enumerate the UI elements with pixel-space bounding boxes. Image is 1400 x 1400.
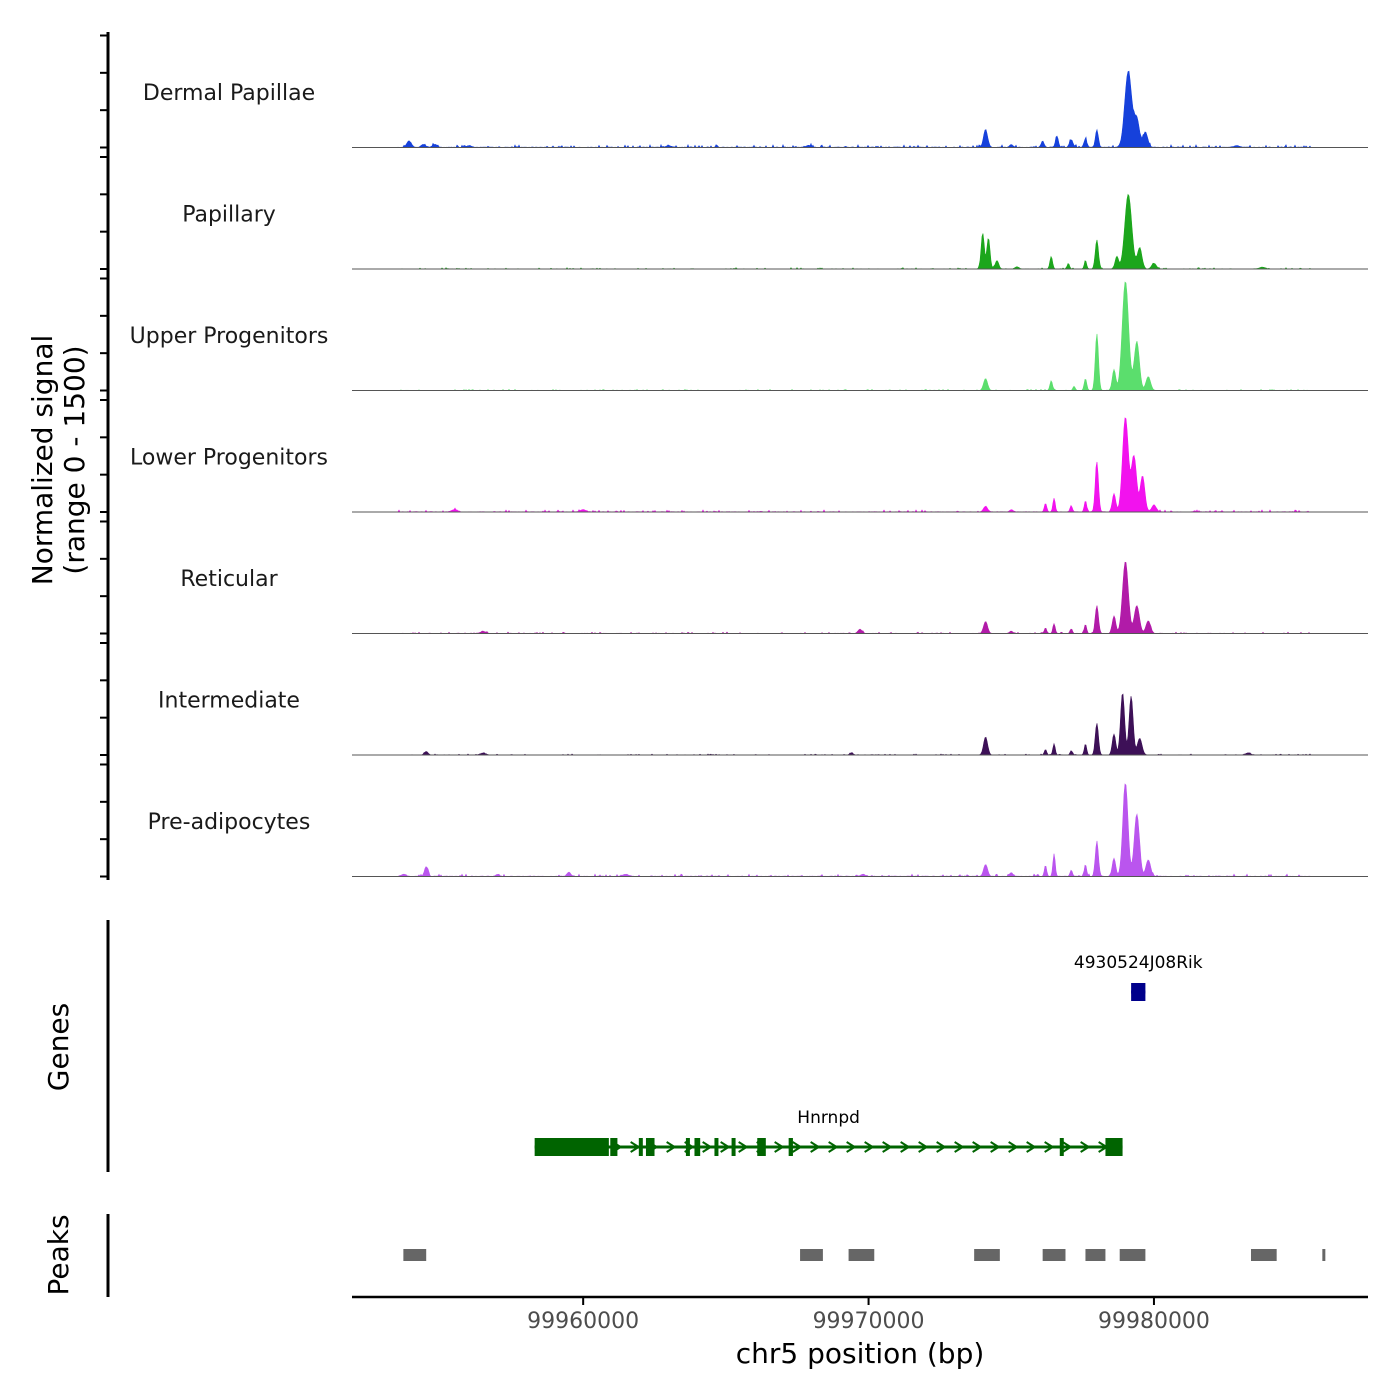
strand-arrow: [846, 1141, 857, 1153]
peak-region: [403, 1249, 427, 1261]
strand-arrow: [792, 1141, 803, 1153]
strand-arrow: [882, 1141, 893, 1153]
strand-arrow: [954, 1141, 965, 1153]
peak-region: [974, 1249, 1000, 1261]
track-dermal-papillae: Dermal Papillae: [143, 70, 1368, 149]
track-reticular: Reticular: [180, 561, 1368, 634]
strand-arrow: [810, 1141, 821, 1153]
signal-area: [352, 693, 1368, 756]
track-label: Upper Progenitors: [130, 324, 329, 349]
gene-exon: [757, 1138, 766, 1156]
gene-annotations: 4930524J08Rik Hnrnpd: [534, 953, 1203, 1156]
peak-region: [1119, 1249, 1146, 1261]
x-tick-label: 99980000: [1098, 1309, 1210, 1334]
strand-arrow: [738, 1141, 749, 1153]
signal-area: [352, 70, 1368, 149]
gene-exon: [1105, 1138, 1123, 1156]
track-papillary: Papillary: [182, 193, 1368, 270]
x-axis-title: chr5 position (bp): [736, 1337, 985, 1370]
genes-panel-label: Genes: [42, 1003, 75, 1091]
strand-arrow: [1044, 1141, 1055, 1153]
strand-arrow: [990, 1141, 1001, 1153]
track-label: Papillary: [182, 203, 276, 228]
gene-exon: [731, 1138, 736, 1156]
strand-arrow: [918, 1141, 929, 1153]
strand-arrow: [666, 1141, 677, 1153]
gene-exon: [534, 1138, 609, 1156]
peak-region: [1042, 1249, 1066, 1261]
gene-exon: [1131, 983, 1146, 1001]
coverage-y-ticks: [100, 34, 108, 878]
gene-exon: [638, 1138, 643, 1156]
coverage-tracks: Dermal Papillae Papillary Upper Progenitor…: [130, 70, 1368, 878]
peaks-panel-label: Peaks: [42, 1214, 75, 1295]
y-axis-title: Normalized signal: [26, 335, 59, 586]
strand-arrow: [1026, 1141, 1037, 1153]
peak-region: [1085, 1249, 1106, 1261]
gene-exon: [788, 1138, 793, 1156]
track-lower-progenitors: Lower Progenitors: [130, 417, 1368, 513]
signal-area: [352, 281, 1368, 391]
signal-area: [352, 561, 1368, 634]
signal-area: [352, 417, 1368, 513]
strand-arrow: [828, 1141, 839, 1153]
gene-4930524j08rik: 4930524J08Rik: [1074, 953, 1203, 1001]
peak-regions: [403, 1249, 1326, 1261]
strand-arrow: [630, 1141, 641, 1153]
strand-arrow: [1080, 1141, 1091, 1153]
track-label: Dermal Papillae: [143, 81, 315, 106]
x-tick-label: 99970000: [813, 1309, 925, 1334]
strand-arrow: [936, 1141, 947, 1153]
strand-arrow: [720, 1141, 731, 1153]
signal-area: [352, 783, 1368, 878]
gene-exon: [645, 1138, 655, 1156]
gene-hnrnpd: Hnrnpd: [534, 1108, 1123, 1156]
gene-exon: [610, 1138, 618, 1156]
strand-arrow: [1062, 1141, 1073, 1153]
strand-arrow: [972, 1141, 983, 1153]
strand-arrow: [702, 1141, 713, 1153]
peak-region: [1250, 1249, 1277, 1261]
peak-region: [1322, 1249, 1326, 1261]
gene-exon: [714, 1138, 719, 1156]
signal-area: [352, 193, 1368, 270]
gene-label: Hnrnpd: [797, 1108, 860, 1128]
track-label: Reticular: [180, 567, 278, 592]
peak-region: [848, 1249, 875, 1261]
x-axis-ticks: 99960000 99970000 99980000: [527, 1297, 1210, 1334]
strand-arrow: [774, 1141, 785, 1153]
track-upper-progenitors: Upper Progenitors: [130, 281, 1368, 391]
track-label: Pre-adipocytes: [148, 810, 311, 835]
peak-region: [800, 1249, 823, 1261]
track-label: Lower Progenitors: [130, 446, 328, 471]
gene-exon: [694, 1138, 701, 1156]
gene-exon: [685, 1138, 690, 1156]
track-pre-adipocytes: Pre-adipocytes: [148, 783, 1368, 878]
strand-arrow: [900, 1141, 911, 1153]
gene-label: 4930524J08Rik: [1074, 953, 1203, 973]
strand-arrow: [1008, 1141, 1019, 1153]
strand-arrow: [864, 1141, 875, 1153]
track-label: Intermediate: [158, 689, 300, 714]
x-tick-label: 99960000: [527, 1309, 639, 1334]
track-intermediate: Intermediate: [158, 689, 1368, 756]
y-axis-subtitle: (range 0 - 1500): [58, 345, 91, 574]
gene-exon: [1059, 1138, 1064, 1156]
